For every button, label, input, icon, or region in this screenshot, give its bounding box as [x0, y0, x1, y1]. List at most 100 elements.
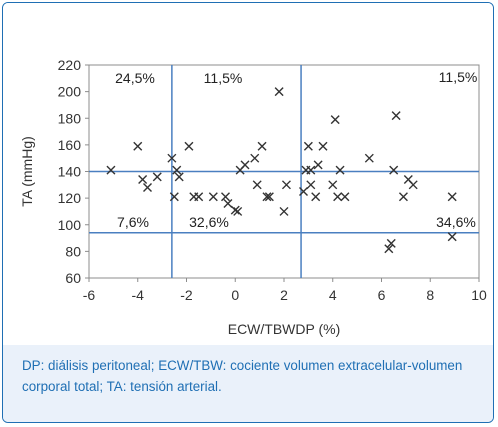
data-point-stroke	[328, 180, 338, 190]
y-tick-label: 220	[58, 57, 82, 73]
data-point	[230, 205, 240, 215]
data-point	[335, 165, 345, 175]
data-point	[250, 153, 260, 163]
data-point-stroke	[333, 192, 343, 202]
data-point-stroke	[274, 87, 284, 97]
data-point	[389, 165, 399, 175]
data-point-stroke	[240, 160, 250, 170]
data-point-stroke	[313, 160, 323, 170]
quadrant-percentage-label: 7,6%	[117, 214, 149, 230]
data-point-stroke	[133, 141, 143, 151]
x-tick-label: -2	[180, 287, 193, 303]
figure-frame: -6 -4 -2 0 2 4 6 8 10 60 80 100 120 140 160 180 200 220 EC…	[2, 2, 494, 423]
data-point	[184, 141, 194, 151]
data-point	[311, 192, 321, 202]
data-point	[138, 174, 148, 184]
data-point	[172, 165, 182, 175]
data-point	[262, 192, 272, 202]
data-point-stroke	[398, 192, 408, 202]
data-point-stroke	[303, 141, 313, 151]
y-tick-label: 180	[58, 110, 82, 126]
data-point	[152, 172, 162, 182]
data-point	[364, 153, 374, 163]
quadrant-percentage-label: 11,5%	[204, 70, 243, 86]
x-tick-label: 4	[329, 287, 337, 303]
figure-caption: DP: diálisis peritoneal; ECW/TBW: cocien…	[3, 345, 493, 422]
x-tick-label: 8	[426, 287, 434, 303]
data-point	[208, 192, 218, 202]
data-point	[252, 180, 262, 190]
y-axis-title: TA (mmHg)	[19, 136, 35, 207]
data-point-stroke	[279, 206, 289, 216]
data-point-stroke	[386, 238, 396, 248]
data-point-stroke	[318, 141, 328, 151]
data-point	[384, 244, 394, 254]
y-tick-label: 200	[58, 84, 82, 100]
data-point-stroke	[299, 186, 308, 196]
data-point	[447, 192, 457, 202]
data-point	[340, 192, 350, 202]
quadrant-percentage-label: 11,5%	[439, 69, 478, 85]
x-tick-label: 6	[378, 287, 386, 303]
data-point-stroke	[106, 165, 116, 175]
data-point	[106, 165, 116, 175]
data-point-stroke	[408, 180, 418, 190]
x-tick-label: 10	[471, 287, 487, 303]
data-point	[333, 192, 343, 202]
data-point	[306, 180, 316, 190]
points-layer	[106, 87, 457, 254]
data-point-stroke	[330, 115, 340, 125]
data-point	[279, 206, 289, 216]
data-point-stroke	[174, 172, 184, 182]
data-point-stroke	[403, 174, 413, 184]
data-point-stroke	[152, 172, 162, 182]
data-point-stroke	[143, 182, 152, 192]
data-point-stroke	[252, 180, 262, 190]
x-axis-title: ECW/TBWDP (%)	[228, 321, 341, 337]
data-point	[233, 206, 243, 216]
data-point-stroke	[447, 232, 457, 242]
data-point	[386, 238, 396, 248]
data-point	[303, 141, 313, 151]
x-tick-label: 2	[280, 287, 288, 303]
data-point-stroke	[262, 192, 272, 202]
data-point	[221, 192, 230, 202]
data-point-stroke	[194, 192, 204, 202]
data-point-stroke	[306, 165, 316, 175]
data-point-stroke	[264, 192, 274, 202]
data-point-stroke	[250, 153, 260, 163]
scatter-chart: -6 -4 -2 0 2 4 6 8 10 60 80 100 120 140 160 180 200 220 EC…	[19, 57, 487, 337]
quadrant-percentage-label: 32,6%	[189, 214, 229, 230]
data-point	[223, 198, 233, 208]
axes-layer: -6 -4 -2 0 2 4 6 8 10 60 80 100 120 140 160 180 200 220 EC…	[19, 57, 487, 337]
data-point	[143, 182, 152, 192]
x-tick-label: 0	[231, 287, 239, 303]
data-point-stroke	[221, 192, 230, 202]
data-point-stroke	[391, 111, 401, 121]
reference-lines-layer	[89, 65, 479, 278]
labels-layer: 24,5% 11,5% 11,5% 7,6% 32,6% 34,6%	[115, 69, 477, 230]
chart-panel: -6 -4 -2 0 2 4 6 8 10 60 80 100 120 140 160 180 200 220 EC…	[3, 3, 493, 345]
data-point-stroke	[172, 165, 182, 175]
y-tick-label: 100	[58, 217, 82, 233]
data-point	[330, 115, 340, 125]
y-tick-label: 160	[58, 137, 82, 153]
data-point	[318, 141, 328, 151]
data-point-stroke	[389, 165, 399, 175]
x-tick-label: -4	[132, 287, 145, 303]
data-point-stroke	[138, 174, 148, 184]
data-point	[391, 111, 401, 121]
data-point	[306, 165, 316, 175]
y-tick-label: 120	[58, 190, 82, 206]
data-point	[169, 192, 179, 202]
quadrant-percentage-label: 34,6%	[436, 214, 476, 230]
data-point-stroke	[364, 153, 374, 163]
data-point-stroke	[257, 141, 267, 151]
data-point	[167, 153, 177, 163]
data-point-stroke	[233, 206, 243, 216]
data-point	[174, 172, 184, 182]
x-tick-label: -6	[83, 287, 96, 303]
data-point	[264, 192, 274, 202]
data-point-stroke	[184, 141, 194, 151]
data-point	[257, 141, 267, 151]
